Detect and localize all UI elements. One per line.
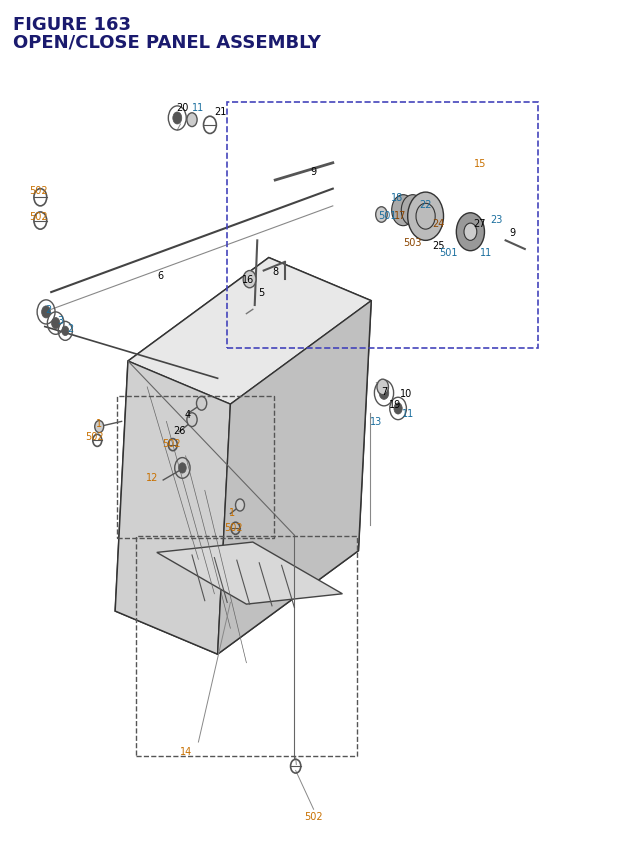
Text: 502: 502: [85, 431, 104, 442]
Polygon shape: [218, 301, 371, 654]
Text: 7: 7: [381, 387, 387, 397]
Text: 24: 24: [432, 219, 445, 229]
Text: 10: 10: [400, 388, 413, 399]
Circle shape: [394, 403, 403, 415]
Polygon shape: [115, 362, 230, 654]
Text: 2: 2: [45, 305, 51, 315]
Circle shape: [408, 193, 444, 241]
Text: 8: 8: [272, 266, 278, 276]
Text: 15: 15: [474, 158, 486, 169]
Text: 20: 20: [176, 102, 189, 113]
Text: 12: 12: [146, 473, 159, 483]
Text: 14: 14: [179, 746, 192, 756]
Circle shape: [392, 195, 415, 226]
Text: 19: 19: [389, 400, 402, 410]
Text: 501: 501: [378, 210, 396, 220]
Circle shape: [51, 319, 60, 330]
Circle shape: [173, 113, 182, 125]
Circle shape: [42, 307, 51, 319]
Text: 502: 502: [29, 212, 48, 222]
Text: 11: 11: [480, 248, 493, 258]
Text: 9: 9: [310, 167, 317, 177]
Text: 22: 22: [419, 200, 432, 210]
Circle shape: [187, 413, 197, 427]
Circle shape: [61, 327, 69, 337]
Circle shape: [187, 114, 197, 127]
Circle shape: [456, 214, 484, 251]
Text: 5: 5: [258, 288, 264, 298]
Text: 502: 502: [29, 186, 48, 196]
Text: 16: 16: [242, 275, 255, 285]
Text: 18: 18: [390, 193, 403, 203]
Text: 1: 1: [96, 418, 102, 429]
Text: 23: 23: [490, 214, 502, 225]
Text: 6: 6: [157, 270, 163, 281]
Text: 2: 2: [67, 324, 74, 334]
Text: 502: 502: [304, 811, 323, 821]
Circle shape: [376, 208, 387, 223]
Text: 502: 502: [162, 438, 181, 449]
Text: 21: 21: [214, 107, 227, 117]
Circle shape: [236, 499, 244, 511]
Text: OPEN/CLOSE PANEL ASSEMBLY: OPEN/CLOSE PANEL ASSEMBLY: [13, 34, 321, 52]
Text: 26: 26: [173, 425, 186, 436]
Text: 17: 17: [394, 210, 406, 220]
Circle shape: [179, 463, 186, 474]
Text: 11: 11: [402, 408, 415, 418]
Text: 1: 1: [229, 507, 236, 517]
Circle shape: [95, 421, 104, 433]
Circle shape: [196, 397, 207, 411]
Circle shape: [243, 271, 256, 288]
Circle shape: [379, 387, 389, 400]
Text: FIGURE 163: FIGURE 163: [13, 16, 131, 34]
Text: 27: 27: [474, 219, 486, 229]
Text: 503: 503: [404, 238, 422, 248]
Text: 501: 501: [439, 248, 457, 258]
Polygon shape: [157, 542, 342, 604]
Text: 25: 25: [432, 240, 445, 251]
Text: 11: 11: [192, 102, 205, 113]
Text: 4: 4: [184, 410, 191, 420]
Text: 9: 9: [509, 227, 515, 238]
Text: 13: 13: [370, 417, 383, 427]
Circle shape: [464, 224, 477, 241]
Text: 3: 3: [58, 315, 64, 325]
Circle shape: [377, 380, 388, 395]
Polygon shape: [128, 258, 371, 405]
Text: 502: 502: [224, 522, 243, 532]
Circle shape: [401, 195, 424, 226]
